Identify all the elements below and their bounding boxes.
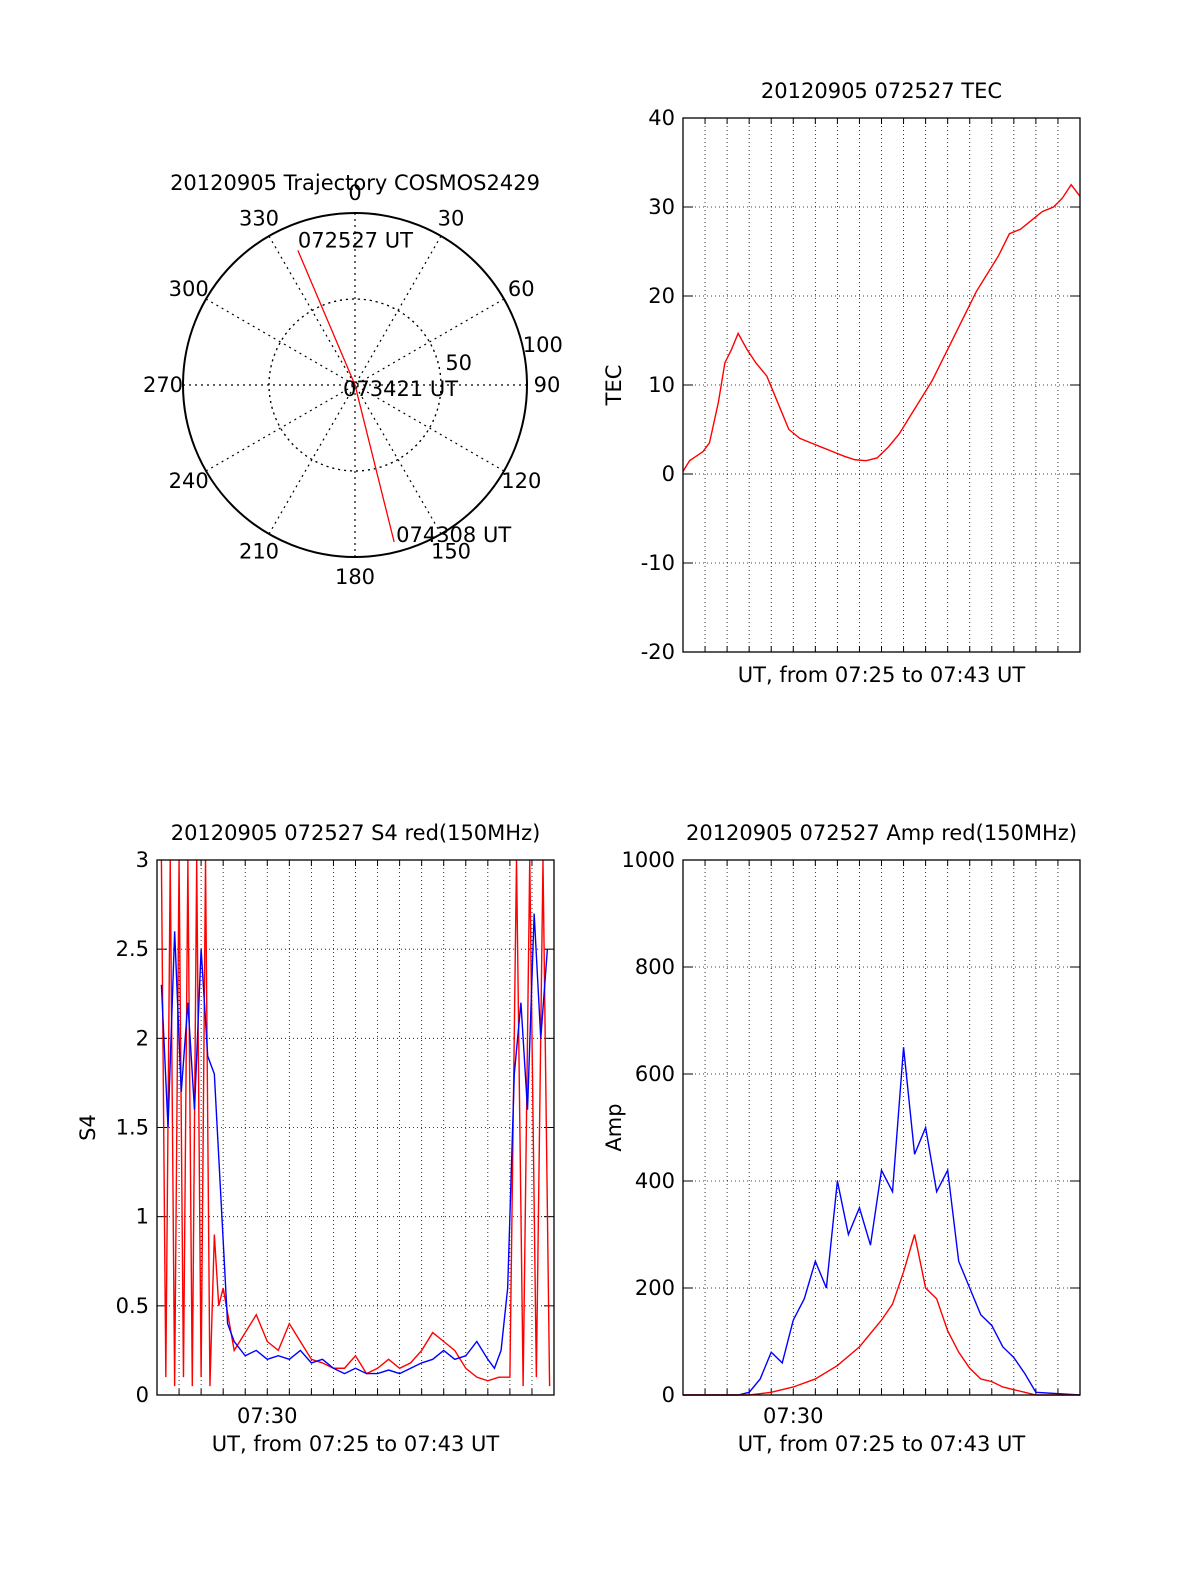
trajectory-time-label: 072527 UT: [298, 228, 413, 252]
s4-ylabel: S4: [76, 1114, 100, 1141]
tec-ytick-label: 0: [662, 462, 675, 486]
amp-ytick-label: 800: [635, 955, 675, 979]
trajectory-time-label: 073421 UT: [343, 377, 458, 401]
amp-series-blue: [683, 1047, 1081, 1396]
s4-xtick-label: 07:30: [237, 1404, 298, 1428]
polar-azimuth-label: 150: [431, 539, 471, 563]
tec-ytick-label: -20: [641, 640, 675, 664]
polar-azimuth-label: 90: [534, 373, 561, 397]
amp-ytick-label: 1000: [622, 848, 675, 872]
polar-azimuth-label: 120: [501, 469, 541, 493]
polar-title: 20120905 Trajectory COSMOS2429: [170, 171, 540, 195]
polar-radial-label: 100: [523, 333, 563, 357]
trajectory-line: [297, 250, 395, 543]
polar-azimuth-label: 60: [508, 277, 535, 301]
s4-series-blue: [160, 913, 549, 1375]
s4-ytick-label: 0.5: [116, 1294, 149, 1318]
s4-ytick-label: 2: [136, 1026, 149, 1050]
s4-ytick-label: 1.5: [116, 1116, 149, 1140]
amp-ytick-label: 200: [635, 1276, 675, 1300]
tec-xlabel: UT, from 07:25 to 07:43 UT: [738, 663, 1026, 687]
s4-series-red: [160, 859, 551, 1387]
amp-plot-frame: [682, 859, 1081, 1396]
polar-azimuth-label: 270: [143, 373, 183, 397]
amp-ytick-label: 600: [635, 1062, 675, 1086]
tec-chart: -20 -10 0 10 20 30 40 20120905 072527 TEC UT, fr…: [602, 79, 1081, 687]
amp-xlabel: UT, from 07:25 to 07:43 UT: [738, 1432, 1026, 1456]
s4-title: 20120905 072527 S4 red(150MHz): [171, 821, 541, 845]
polar-radial-label: 50: [445, 351, 472, 375]
amp-series-red: [683, 1234, 1080, 1396]
polar-azimuth-label: 330: [239, 207, 279, 231]
s4-ytick-label: 0: [136, 1383, 149, 1407]
tec-ytick-label: -10: [641, 551, 675, 575]
tec-ytick-label: 10: [648, 373, 675, 397]
polar-azimuth-label: 0: [348, 181, 361, 205]
tec-ytick-label: 30: [648, 195, 675, 219]
amp-ytick-label: 400: [635, 1169, 675, 1193]
amp-title: 20120905 072527 Amp red(150MHz): [686, 821, 1077, 845]
tec-ylabel: TEC: [602, 365, 626, 407]
amp-chart: 0 200 400 600 800 1000 20120905 072527 Amp red…: [602, 821, 1081, 1456]
polar-azimuth-label: 240: [169, 469, 209, 493]
amp-xtick-label: 07:30: [763, 1404, 824, 1428]
tec-series-red: [682, 183, 1081, 472]
s4-chart: 0 0.5 1 1.5 2 2.5 3 20120905 072527 S4 red(150M…: [76, 821, 555, 1456]
tec-plot-frame: [682, 117, 1081, 653]
polar-azimuth-label: 210: [239, 539, 279, 563]
tec-ytick-label: 20: [648, 284, 675, 308]
trajectory-time-label: 074308 UT: [396, 523, 511, 547]
s4-ytick-label: 1: [136, 1205, 149, 1229]
amp-ytick-label: 0: [662, 1383, 675, 1407]
s4-ytick-label: 3: [136, 848, 149, 872]
polar-azimuth-label: 300: [169, 277, 209, 301]
s4-plot-frame: [156, 859, 555, 1396]
tec-title: 20120905 072527 TEC: [761, 79, 1002, 103]
polar-azimuth-label: 180: [335, 565, 375, 589]
polar-azimuth-label: 30: [438, 207, 465, 231]
tec-ytick-label: 40: [648, 106, 675, 130]
amp-ylabel: Amp: [602, 1103, 626, 1151]
s4-xlabel: UT, from 07:25 to 07:43 UT: [212, 1432, 500, 1456]
s4-ytick-label: 2.5: [116, 937, 149, 961]
